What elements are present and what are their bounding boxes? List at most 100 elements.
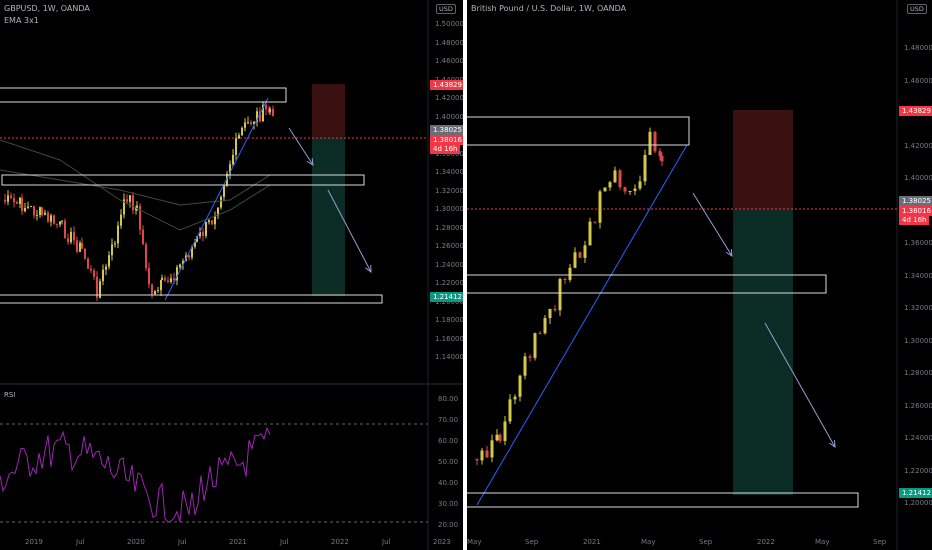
candle-body bbox=[232, 154, 234, 165]
candle-body bbox=[7, 195, 9, 202]
candle-body bbox=[205, 222, 207, 236]
candle-body bbox=[64, 220, 66, 239]
candle-body bbox=[518, 375, 522, 397]
candle-body bbox=[105, 266, 107, 270]
candle-body bbox=[247, 122, 249, 124]
candle-body bbox=[123, 199, 125, 215]
candle-body bbox=[583, 245, 587, 258]
time-tick-label: 2020 bbox=[127, 538, 145, 546]
candle-body bbox=[154, 291, 156, 295]
candle-body bbox=[90, 268, 92, 271]
price-tick-label: 1.32000 bbox=[904, 304, 932, 312]
left-currency-label[interactable]: USD bbox=[436, 4, 456, 14]
price-tick-label: 1.26000 bbox=[904, 401, 932, 410]
right-chart-canvas[interactable] bbox=[467, 0, 932, 550]
candle-body bbox=[558, 278, 562, 311]
candle-body bbox=[272, 109, 274, 116]
candle-body bbox=[30, 206, 32, 208]
price-tick-label: 1.18000 bbox=[435, 316, 463, 324]
price-tick-label: 1.14000 bbox=[435, 353, 463, 361]
take-profit-zone bbox=[733, 210, 793, 495]
projection-arrow-1 bbox=[692, 192, 733, 257]
candle-body bbox=[593, 221, 597, 223]
price-tick-label: 1.48000 bbox=[904, 44, 932, 52]
price-tick-label: 1.48000 bbox=[435, 38, 463, 47]
left-countdown-tag: 4d 16h bbox=[430, 144, 461, 154]
candle-body bbox=[643, 154, 647, 182]
candle-body bbox=[503, 421, 507, 441]
left-chart-panel[interactable]: GBPUSD, 1W, OANDA EMA 3x1 USD 1.50000 1.4… bbox=[0, 0, 463, 550]
right-chart-panel[interactable]: British Pound / U.S. Dollar, 1W, OANDA U… bbox=[467, 0, 932, 550]
candle-body bbox=[182, 260, 184, 265]
stop-loss-zone bbox=[733, 110, 793, 210]
price-tick-label: 1.36000 bbox=[904, 239, 932, 247]
candle-body bbox=[102, 269, 104, 282]
candle-body bbox=[47, 212, 49, 222]
candle-body bbox=[256, 111, 258, 122]
left-indicator-label: EMA 3x1 bbox=[4, 16, 39, 25]
candle-body bbox=[608, 182, 612, 188]
candle-body bbox=[126, 199, 128, 202]
candle-body bbox=[223, 185, 225, 197]
candle-body bbox=[16, 202, 18, 204]
candle-body bbox=[136, 205, 138, 209]
time-tick-label: Jul bbox=[76, 538, 85, 546]
candle-body bbox=[39, 207, 41, 216]
time-tick-label: Jul bbox=[280, 538, 289, 546]
right-countdown-tag: 4d 16h bbox=[899, 215, 930, 225]
price-tick-label: 1.42000 bbox=[904, 141, 932, 150]
price-tick-label: 1.34000 bbox=[435, 168, 463, 176]
time-tick-label: 2021 bbox=[229, 538, 247, 546]
candle-body bbox=[114, 243, 116, 245]
candle-body bbox=[638, 181, 642, 189]
candle-body bbox=[142, 229, 144, 245]
support-box bbox=[467, 492, 859, 508]
price-tick-label: 1.28000 bbox=[435, 223, 463, 232]
left-last-tag: 1.38016 bbox=[430, 135, 463, 145]
support-box bbox=[0, 294, 383, 304]
candle-body bbox=[191, 246, 193, 258]
candle-body bbox=[533, 333, 537, 358]
right-currency-label[interactable]: USD bbox=[907, 4, 927, 14]
trend-line bbox=[476, 144, 688, 506]
price-tick-label: 1.22000 bbox=[435, 279, 463, 287]
candle-body bbox=[10, 195, 12, 199]
candle-body bbox=[76, 240, 78, 252]
panel-divider[interactable] bbox=[463, 0, 467, 550]
candle-body bbox=[613, 170, 617, 183]
ema-line bbox=[0, 139, 271, 231]
price-tick-label: 1.50000 bbox=[435, 20, 463, 28]
left-chart-canvas[interactable] bbox=[0, 0, 463, 550]
candle-body bbox=[485, 450, 489, 458]
candle-body bbox=[173, 278, 175, 281]
price-tick-label: 1.30000 bbox=[435, 205, 463, 213]
projection-arrow-1-head bbox=[725, 248, 733, 257]
candle-body bbox=[490, 440, 494, 458]
price-tick-label: 1.26000 bbox=[435, 242, 463, 250]
candle-body bbox=[117, 225, 119, 244]
time-tick-label: 2021 bbox=[583, 538, 601, 546]
candle-body bbox=[588, 221, 592, 246]
candle-body bbox=[67, 238, 69, 243]
price-tick-label: 1.46000 bbox=[435, 57, 463, 65]
candle-body bbox=[217, 207, 219, 216]
left-current-tag: 1.38025 bbox=[430, 125, 463, 135]
candle-body bbox=[259, 111, 261, 122]
time-tick-label: May bbox=[467, 538, 482, 546]
candle-body bbox=[202, 231, 204, 236]
candle-body bbox=[41, 207, 43, 215]
price-tick-label: 1.40000 bbox=[904, 174, 932, 182]
price-tick-label: 1.16000 bbox=[435, 334, 463, 343]
candle-body bbox=[79, 242, 81, 252]
candle-body bbox=[53, 215, 55, 224]
price-tick-label: 1.42000 bbox=[435, 94, 463, 102]
candle-body bbox=[598, 191, 602, 223]
candle-body bbox=[61, 220, 63, 222]
rsi-tick-label: 50.00 bbox=[438, 458, 459, 466]
candle-body bbox=[208, 220, 210, 223]
time-tick-label: 2023 bbox=[433, 538, 451, 546]
candle-body bbox=[523, 356, 527, 376]
price-tick-label: 1.34000 bbox=[904, 271, 932, 280]
candle-body bbox=[658, 151, 662, 156]
time-tick-label: Jul bbox=[178, 538, 187, 546]
